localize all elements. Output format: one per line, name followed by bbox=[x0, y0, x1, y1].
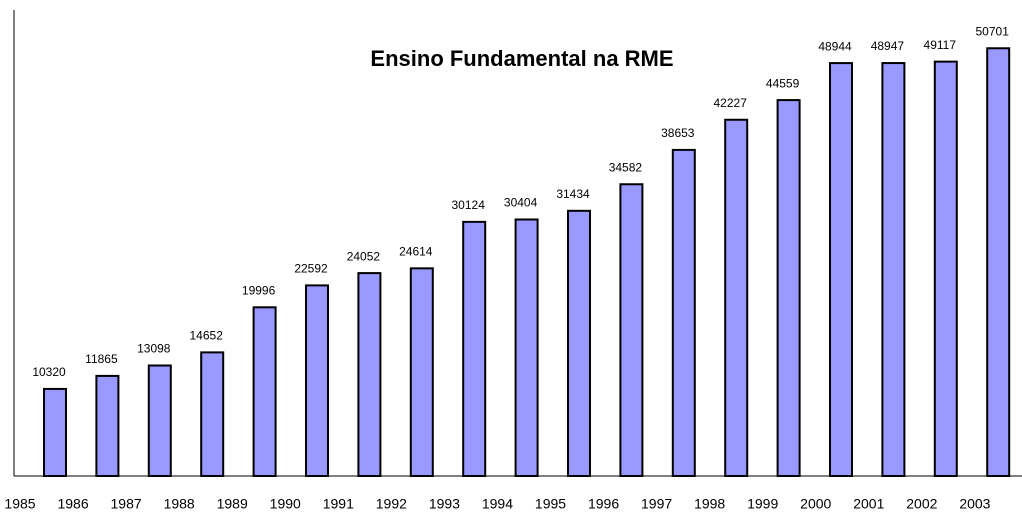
bar bbox=[200, 351, 225, 478]
bar bbox=[43, 387, 67, 478]
bar bbox=[409, 267, 434, 477]
bar bbox=[776, 99, 801, 477]
bar bbox=[881, 62, 906, 477]
value-label: 42227 bbox=[714, 96, 748, 110]
x-tick-label: 1998 bbox=[694, 496, 725, 512]
x-tick-label: 1987 bbox=[111, 496, 142, 512]
x-tick-label: 1986 bbox=[57, 496, 88, 512]
x-tick-label: 1989 bbox=[217, 496, 248, 512]
value-label: 11865 bbox=[85, 352, 118, 366]
bar bbox=[619, 183, 644, 478]
bar bbox=[567, 209, 591, 477]
x-tick-label: 1996 bbox=[588, 496, 619, 512]
value-label: 31434 bbox=[556, 187, 590, 201]
x-tick-label: 1988 bbox=[164, 496, 195, 512]
bar bbox=[933, 60, 958, 477]
bar bbox=[305, 284, 329, 477]
chart-title: Ensino Fundamental na RME bbox=[370, 46, 673, 71]
x-tick-label: 1990 bbox=[270, 496, 301, 512]
x-tick-label: 1999 bbox=[747, 496, 778, 512]
x-tick-label: 1994 bbox=[482, 496, 513, 512]
value-label: 30124 bbox=[452, 198, 486, 212]
value-label: 48944 bbox=[818, 39, 852, 53]
bar bbox=[724, 118, 749, 478]
value-label: 34582 bbox=[609, 160, 643, 174]
x-tick-label: 1997 bbox=[641, 496, 672, 512]
value-label: 22592 bbox=[294, 262, 328, 276]
value-label: 50701 bbox=[976, 24, 1010, 38]
x-tick-label: 2000 bbox=[800, 496, 831, 512]
value-label: 49117 bbox=[924, 38, 957, 52]
x-tick-label: 1993 bbox=[429, 496, 460, 512]
value-label: 10320 bbox=[32, 365, 66, 379]
bar bbox=[829, 62, 853, 478]
x-tick-label: 2001 bbox=[853, 496, 884, 512]
x-tick-label: 2002 bbox=[906, 496, 937, 512]
value-label: 38653 bbox=[661, 126, 695, 140]
value-label: 48947 bbox=[871, 39, 905, 53]
x-tick-label: 1985 bbox=[4, 496, 35, 512]
x-tick-label: 1992 bbox=[376, 496, 407, 512]
bar bbox=[462, 220, 487, 477]
value-label: 13098 bbox=[137, 342, 171, 356]
x-tick-label: 1995 bbox=[535, 496, 566, 512]
value-label: 24614 bbox=[399, 245, 433, 259]
value-label: 24052 bbox=[347, 249, 381, 263]
value-label: 14652 bbox=[190, 329, 224, 343]
value-label: 44559 bbox=[766, 76, 800, 90]
value-label: 19996 bbox=[242, 283, 276, 297]
bar bbox=[357, 272, 382, 478]
bar bbox=[514, 218, 539, 477]
value-label: 30404 bbox=[504, 196, 538, 210]
bar bbox=[671, 148, 696, 477]
bar bbox=[147, 364, 172, 478]
x-tick-label: 1991 bbox=[323, 496, 354, 512]
bar bbox=[986, 47, 1011, 478]
x-tick-label: 2003 bbox=[959, 496, 990, 512]
bar bbox=[95, 374, 120, 478]
bar bbox=[252, 306, 277, 477]
